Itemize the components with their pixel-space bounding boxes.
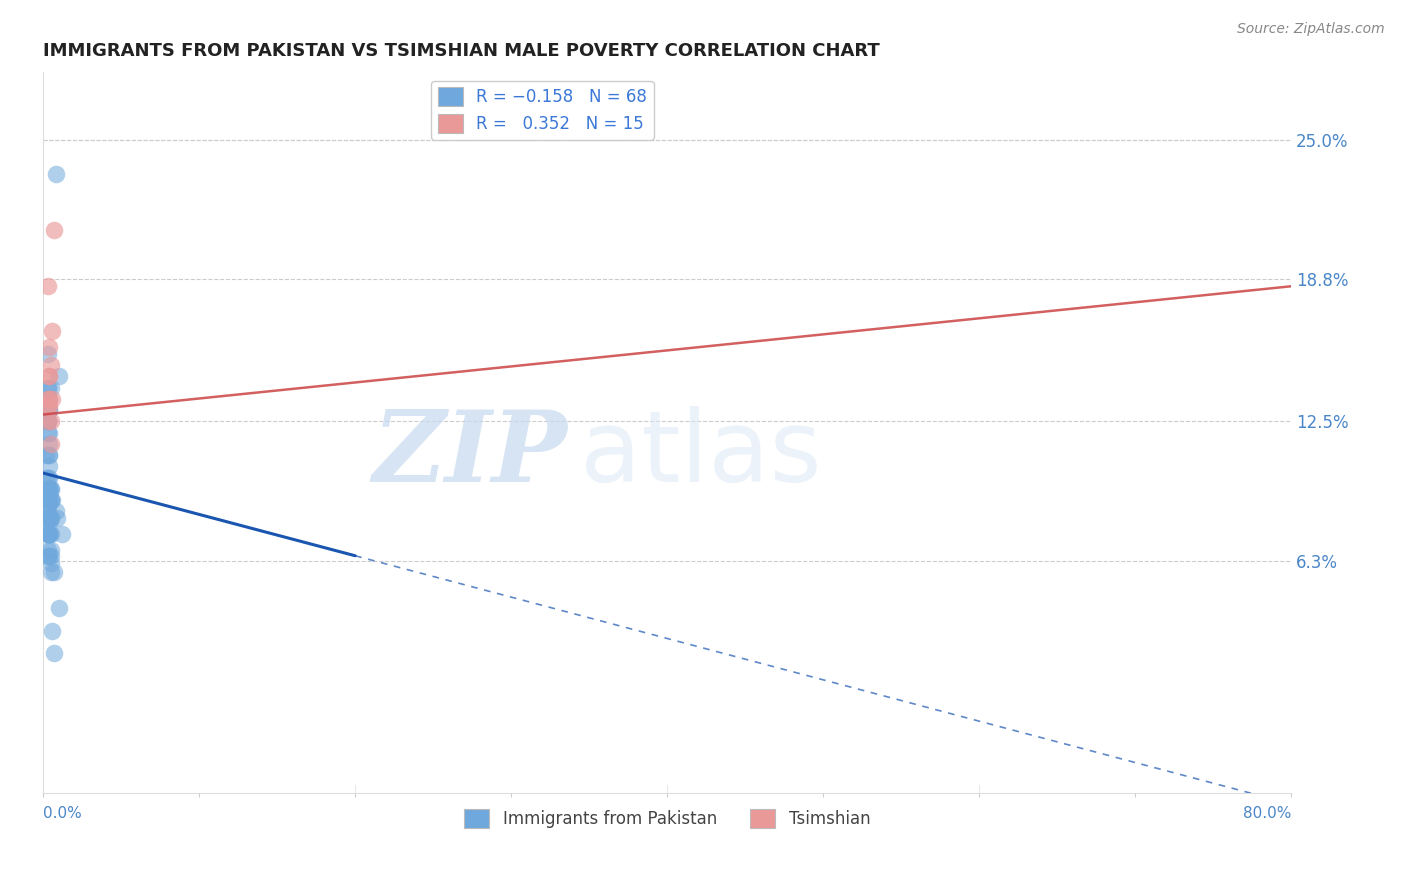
Point — [39, 493, 62, 508]
Point — [37, 470, 59, 484]
Point — [48, 369, 70, 384]
Point — [38, 470, 60, 484]
Point — [37, 482, 59, 496]
Point — [37, 504, 59, 518]
Point — [37, 399, 59, 413]
Point — [37, 482, 59, 496]
Point — [38, 340, 60, 354]
Text: atlas: atlas — [579, 406, 821, 503]
Point — [37, 498, 59, 512]
Point — [38, 437, 60, 451]
Text: Source: ZipAtlas.com: Source: ZipAtlas.com — [1237, 22, 1385, 37]
Point — [38, 526, 60, 541]
Point — [37, 482, 59, 496]
Point — [38, 516, 60, 530]
Point — [38, 482, 60, 496]
Point — [37, 414, 59, 428]
Text: ZIP: ZIP — [373, 406, 568, 502]
Point — [38, 526, 60, 541]
Point — [37, 392, 59, 406]
Point — [37, 493, 59, 508]
Point — [41, 324, 63, 338]
Point — [37, 511, 59, 525]
Point — [38, 369, 60, 384]
Point — [37, 498, 59, 512]
Text: IMMIGRANTS FROM PAKISTAN VS TSIMSHIAN MALE POVERTY CORRELATION CHART: IMMIGRANTS FROM PAKISTAN VS TSIMSHIAN MA… — [44, 42, 880, 60]
Point — [48, 601, 70, 615]
Point — [42, 223, 65, 237]
Point — [38, 425, 60, 440]
Point — [35, 448, 58, 462]
Point — [37, 526, 59, 541]
Point — [37, 526, 59, 541]
Point — [38, 459, 60, 474]
Point — [38, 448, 60, 462]
Point — [39, 414, 62, 428]
Point — [42, 565, 65, 579]
Point — [41, 624, 63, 638]
Point — [51, 526, 73, 541]
Point — [39, 437, 62, 451]
Text: 0.0%: 0.0% — [44, 806, 82, 822]
Text: 80.0%: 80.0% — [1243, 806, 1291, 822]
Point — [39, 511, 62, 525]
Point — [37, 511, 59, 525]
Point — [38, 448, 60, 462]
Legend: Immigrants from Pakistan, Tsimshian: Immigrants from Pakistan, Tsimshian — [457, 803, 877, 835]
Point — [39, 493, 62, 508]
Point — [38, 482, 60, 496]
Point — [39, 380, 62, 394]
Point — [41, 392, 63, 406]
Point — [37, 380, 59, 394]
Point — [38, 392, 60, 406]
Point — [38, 392, 60, 406]
Point — [37, 279, 59, 293]
Point — [38, 403, 60, 417]
Point — [45, 504, 67, 518]
Point — [38, 493, 60, 508]
Point — [37, 542, 59, 557]
Point — [38, 549, 60, 564]
Point — [39, 482, 62, 496]
Point — [39, 526, 62, 541]
Point — [39, 482, 62, 496]
Point — [37, 526, 59, 541]
Point — [39, 556, 62, 570]
Point — [39, 565, 62, 579]
Point — [45, 167, 67, 181]
Point — [37, 526, 59, 541]
Point — [38, 526, 60, 541]
Point — [37, 414, 59, 428]
Point — [39, 358, 62, 372]
Point — [38, 369, 60, 384]
Point — [38, 482, 60, 496]
Point — [37, 414, 59, 428]
Point — [39, 542, 62, 557]
Point — [46, 511, 69, 525]
Point — [37, 414, 59, 428]
Point — [37, 425, 59, 440]
Point — [35, 511, 58, 525]
Point — [37, 347, 59, 361]
Point — [37, 549, 59, 564]
Point — [37, 493, 59, 508]
Point — [38, 403, 60, 417]
Point — [38, 511, 60, 525]
Point — [37, 380, 59, 394]
Point — [42, 646, 65, 660]
Point — [39, 549, 62, 564]
Point — [35, 470, 58, 484]
Point — [39, 511, 62, 525]
Point — [41, 493, 63, 508]
Point — [38, 399, 60, 413]
